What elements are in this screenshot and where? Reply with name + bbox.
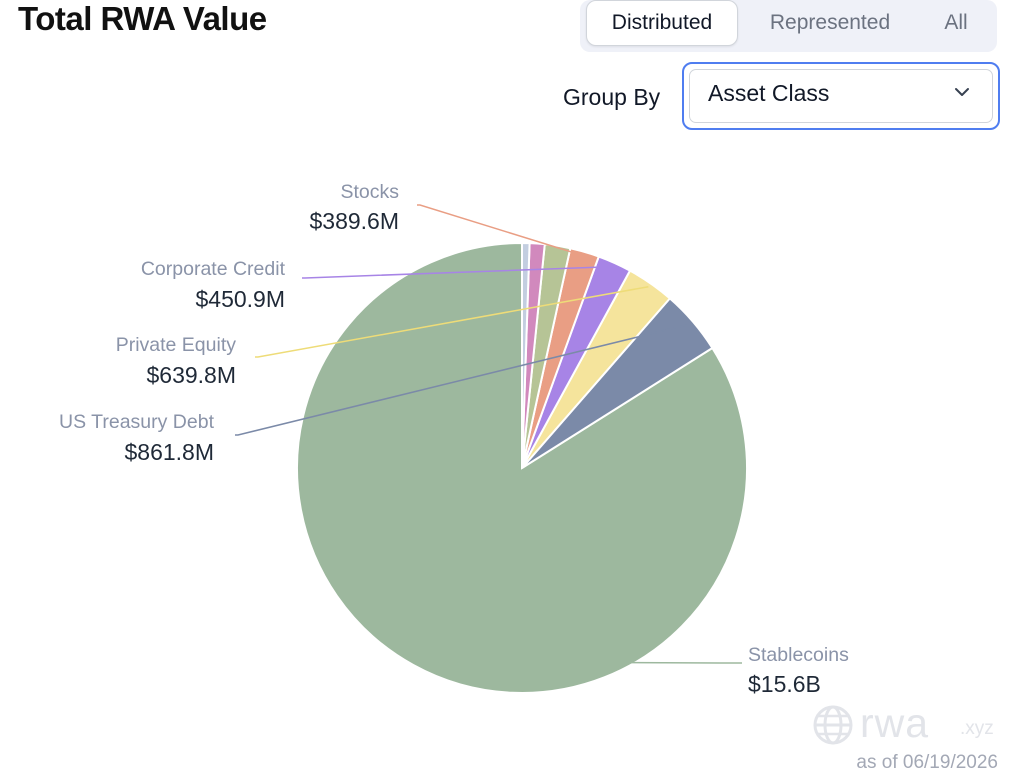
leader-line — [302, 265, 614, 279]
group-by-select-inner — [689, 69, 993, 123]
pie-slice-stablecoins[interactable] — [296, 241, 748, 694]
leader-line — [235, 323, 691, 436]
slice-label: Stablecoins — [748, 644, 849, 666]
slice-label: Corporate Credit — [141, 258, 286, 280]
tab-represented[interactable]: Represented — [769, 11, 891, 34]
leader-line — [417, 204, 584, 257]
group-by-label: Group By — [563, 84, 661, 110]
slice-label: Private Equity — [116, 334, 237, 356]
chevron-down-icon — [955, 88, 969, 96]
globe-icon — [813, 705, 853, 745]
slice-label: US Treasury Debt — [59, 411, 215, 433]
watermark-suffix: .xyz — [960, 718, 994, 739]
group-by-value: Asset Class — [708, 80, 830, 106]
slice-value-label: $861.8M — [124, 439, 214, 465]
as-of-date: as of 06/19/2026 — [856, 752, 998, 773]
slice-value-label: $639.8M — [146, 362, 236, 388]
pie-slice-other-7[interactable] — [521, 241, 531, 469]
slice-value-label: $15.6B — [748, 671, 821, 697]
slice-value-label: $450.9M — [195, 286, 285, 312]
leader-line — [415, 660, 742, 664]
page-title: Total RWA Value — [18, 0, 267, 37]
watermark-brand: rwa — [860, 700, 930, 746]
view-toggle: Distributed Represented All — [580, 0, 997, 52]
leader-line — [255, 285, 649, 358]
slice-value-label: $389.6M — [309, 208, 399, 234]
slice-label: Stocks — [340, 181, 399, 203]
watermark: rwa .xyz — [812, 700, 1002, 750]
tab-distributed[interactable]: Distributed — [586, 0, 738, 46]
group-by-select[interactable]: Asset Class — [682, 62, 1000, 130]
tab-all[interactable]: All — [944, 11, 968, 34]
